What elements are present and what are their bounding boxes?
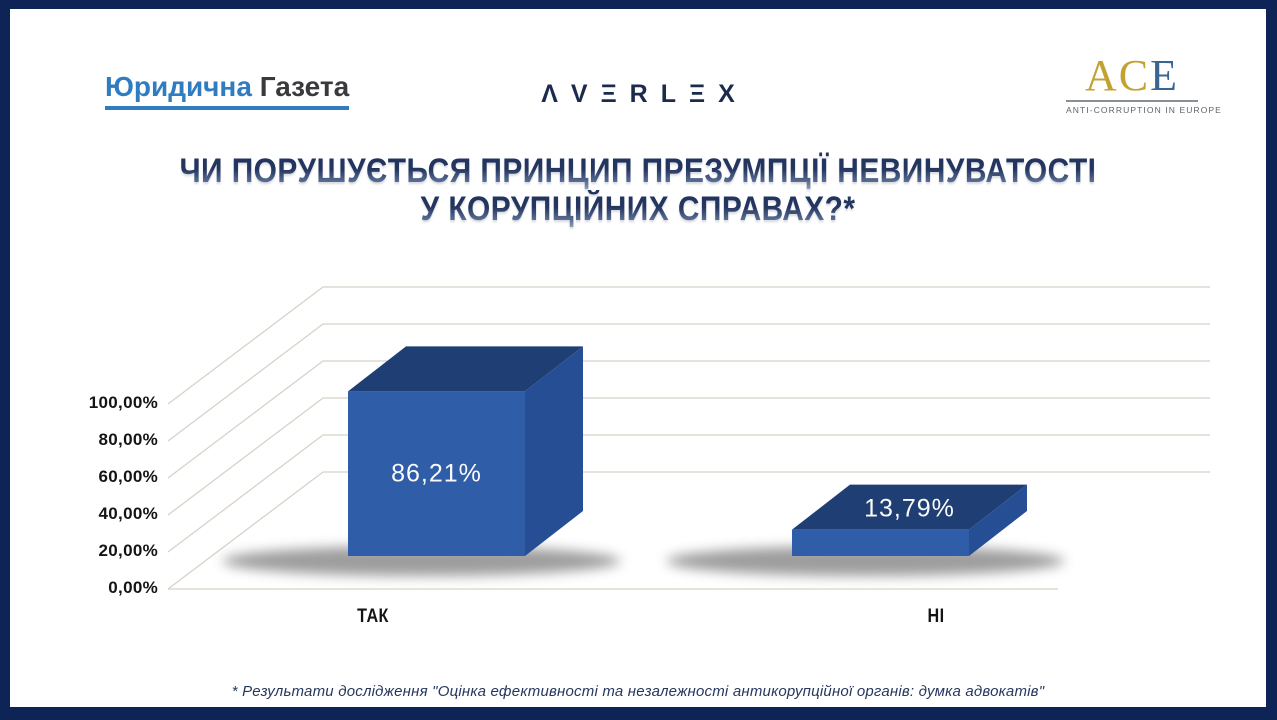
logo-gazeta-word1: Юридична [105, 71, 252, 102]
logo-ace-letters-gold: AC [1084, 51, 1151, 100]
logo-averlex: ΛVΞRLΞX [541, 80, 748, 108]
chart-title-line1: ЧИ ПОРУШУЄТЬСЯ ПРИНЦИП ПРЕЗУМПЦІЇ НЕВИНУ… [179, 152, 1097, 190]
logo-ace-divider [1066, 100, 1198, 102]
logo-ace-word: ACE [1066, 53, 1198, 99]
logo-ace-caption: ANTI-CORRUPTION IN EUROPE [1066, 105, 1222, 115]
chart-title-line2: У КОРУПЦІЙНИХ СПРАВАХ?* [420, 190, 856, 228]
footnote: * Результати дослідження "Оцінка ефектив… [231, 683, 1045, 700]
logo-ace: ACE ANTI-CORRUPTION IN EUROPE [1066, 53, 1222, 115]
bar-chart-canvas [10, 9, 1266, 707]
logo-yurydychna-gazeta: Юридична Газета [105, 71, 350, 110]
logo-gazeta-word2: Газета [259, 71, 350, 102]
chart-title: ЧИ ПОРУШУЄТЬСЯ ПРИНЦИП ПРЕЗУМПЦІЇ НЕВИНУ… [85, 152, 1190, 228]
bar-chart-svg [167, 286, 1210, 590]
logo-ace-letter-blue: E [1150, 51, 1179, 100]
